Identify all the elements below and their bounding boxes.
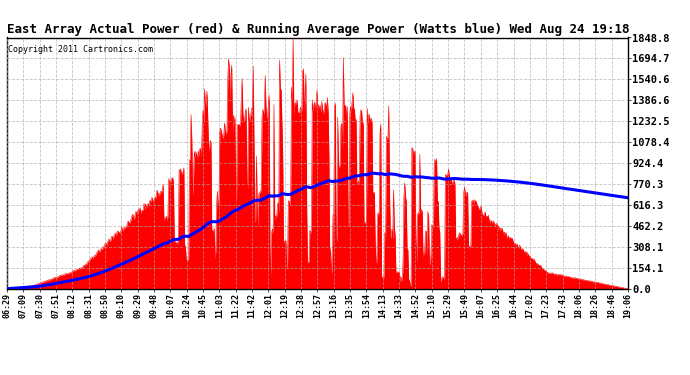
Text: Copyright 2011 Cartronics.com: Copyright 2011 Cartronics.com bbox=[8, 45, 153, 54]
Text: East Array Actual Power (red) & Running Average Power (Watts blue) Wed Aug 24 19: East Array Actual Power (red) & Running … bbox=[7, 23, 629, 36]
